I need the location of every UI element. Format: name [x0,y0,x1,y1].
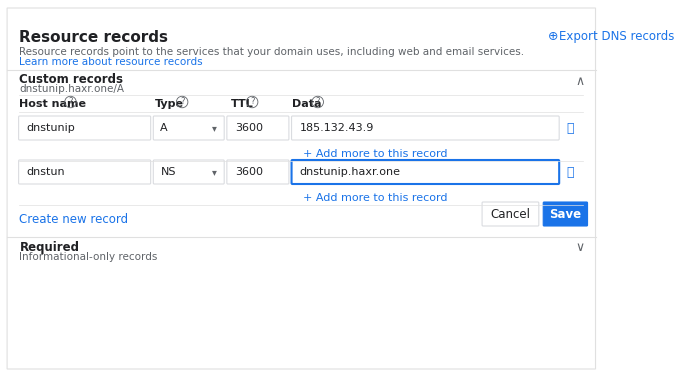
Text: Type: Type [155,99,184,109]
FancyBboxPatch shape [292,116,559,140]
Text: 3600: 3600 [235,123,263,133]
Text: ∧: ∧ [576,75,585,88]
FancyBboxPatch shape [227,116,289,140]
Text: ?: ? [250,98,254,106]
Text: Save: Save [549,207,581,221]
Text: Learn more about resource records: Learn more about resource records [20,57,203,67]
FancyBboxPatch shape [227,160,289,184]
Text: ?: ? [180,98,184,106]
Text: 185.132.43.9: 185.132.43.9 [299,123,374,133]
Text: dnstunip: dnstunip [27,123,75,133]
Text: Cancel: Cancel [490,207,530,221]
Text: ▾: ▾ [212,167,217,177]
Text: 3600: 3600 [235,167,263,177]
Text: + Add more to this record: + Add more to this record [303,149,448,159]
Text: Export DNS records: Export DNS records [559,30,675,43]
FancyBboxPatch shape [543,202,588,226]
FancyBboxPatch shape [18,160,151,184]
FancyBboxPatch shape [18,116,151,140]
Text: A: A [160,123,168,133]
Text: ▾: ▾ [212,123,217,133]
Text: dnstun: dnstun [27,167,65,177]
FancyBboxPatch shape [482,202,539,226]
Text: Custom records: Custom records [20,73,124,86]
Text: ?: ? [68,98,73,106]
Text: Informational-only records: Informational-only records [20,252,158,262]
FancyBboxPatch shape [292,160,559,184]
Text: NS: NS [160,167,176,177]
Text: 🗑: 🗑 [566,166,573,178]
Text: Create new record: Create new record [20,213,129,226]
FancyBboxPatch shape [153,160,224,184]
Text: dnstunip.haxr.one: dnstunip.haxr.one [299,167,401,177]
Text: ⊕: ⊕ [547,30,558,43]
Text: Data: Data [292,99,322,109]
Text: ?: ? [316,98,320,106]
Text: dnstunip.haxr.one/A: dnstunip.haxr.one/A [20,84,124,94]
FancyBboxPatch shape [153,116,224,140]
Text: Resource records point to the services that your domain uses, including web and : Resource records point to the services t… [20,47,525,57]
Text: Host name: Host name [20,99,86,109]
Text: Resource records: Resource records [20,30,169,45]
Text: ∨: ∨ [576,241,585,254]
Text: + Add more to this record: + Add more to this record [303,193,448,203]
FancyBboxPatch shape [7,8,596,369]
Text: TTL: TTL [231,99,253,109]
Text: Required: Required [20,241,80,254]
Text: 🗑: 🗑 [566,121,573,135]
